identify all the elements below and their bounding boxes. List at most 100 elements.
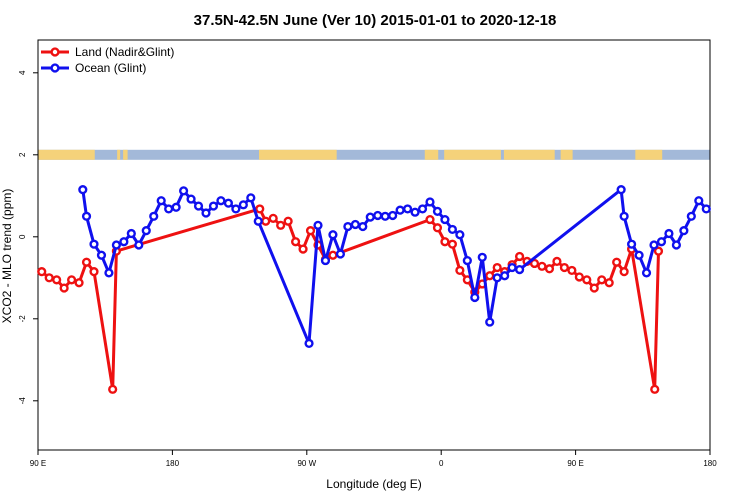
land-band <box>444 149 501 160</box>
data-point <box>514 265 525 275</box>
data-point <box>365 212 375 222</box>
data-point <box>432 206 443 216</box>
data-point <box>313 220 323 230</box>
data-point <box>507 262 517 273</box>
data-point <box>616 185 626 195</box>
legend-swatch-marker <box>50 47 60 57</box>
data-point <box>171 202 181 212</box>
data-point <box>597 275 607 285</box>
data-point <box>291 237 301 247</box>
data-point <box>447 239 458 249</box>
land-band <box>38 149 95 160</box>
legend: Land (Nadir&Glint) Ocean (Glint) <box>41 45 174 75</box>
data-point <box>447 224 458 235</box>
data-point <box>477 252 487 262</box>
data-point <box>186 194 196 204</box>
x-tick-label: 0 <box>439 459 444 468</box>
data-point <box>328 230 338 240</box>
land-band <box>424 149 439 160</box>
data-point <box>74 278 84 288</box>
data-point <box>268 213 278 223</box>
data-point <box>276 220 286 230</box>
data-point <box>350 219 360 230</box>
data-point <box>671 240 682 250</box>
data-point <box>156 196 166 206</box>
data-point <box>304 338 314 349</box>
data-point <box>149 211 159 221</box>
data-point <box>656 237 667 247</box>
series-1 <box>78 185 711 349</box>
x-tick-label: 180 <box>703 459 717 468</box>
series-0 <box>37 204 664 394</box>
data-point <box>619 267 629 277</box>
data-point <box>492 262 502 273</box>
data-point <box>574 272 584 282</box>
x-tick-label: 180 <box>166 459 180 468</box>
data-point <box>634 250 644 260</box>
data-point <box>246 193 256 203</box>
series-group <box>37 185 711 394</box>
data-point <box>255 204 265 214</box>
data-point <box>650 384 660 394</box>
data-point <box>96 250 107 260</box>
data-point <box>552 256 562 267</box>
data-point <box>604 278 614 288</box>
data-point <box>626 239 637 249</box>
data-point <box>653 246 664 256</box>
data-point <box>410 207 420 217</box>
data-point <box>455 265 465 276</box>
x-tick-label: 90 W <box>297 459 316 468</box>
data-point <box>417 204 428 214</box>
data-point <box>37 267 47 277</box>
data-point <box>514 251 525 262</box>
data-point <box>380 211 390 221</box>
data-point <box>686 211 696 221</box>
data-point <box>179 186 189 196</box>
data-point <box>403 204 413 214</box>
data-point <box>81 211 92 221</box>
data-point <box>52 275 62 285</box>
data-point <box>649 240 659 250</box>
land-band <box>117 149 121 160</box>
y-tick-label: -4 <box>18 397 27 405</box>
data-point <box>388 210 398 221</box>
data-point <box>261 216 271 226</box>
data-point <box>253 216 263 226</box>
land-band <box>503 149 555 160</box>
data-point <box>358 221 368 232</box>
data-point <box>425 214 435 225</box>
y-tick-label: 4 <box>18 70 27 75</box>
data-point <box>537 261 547 271</box>
data-point <box>108 384 118 394</box>
data-point <box>641 268 652 278</box>
data-point <box>567 265 577 276</box>
ocean-band <box>38 149 710 160</box>
data-point <box>589 283 599 293</box>
data-point <box>305 226 316 236</box>
data-point <box>283 216 293 226</box>
data-point <box>544 264 555 274</box>
data-point <box>679 226 689 236</box>
chart-title: 37.5N-42.5N June (Ver 10) 2015-01-01 to … <box>194 12 557 29</box>
data-point <box>141 226 151 236</box>
data-point <box>440 237 450 247</box>
data-point <box>298 244 308 254</box>
data-point <box>81 257 92 267</box>
data-point <box>485 317 495 327</box>
data-point <box>694 196 704 206</box>
data-point <box>216 196 226 206</box>
data-point <box>238 200 248 210</box>
data-point <box>201 208 211 218</box>
data-point <box>208 201 219 211</box>
data-point <box>619 211 629 221</box>
data-point <box>425 197 435 207</box>
data-point <box>664 228 674 239</box>
legend-swatch-marker <box>50 63 60 73</box>
data-point <box>59 283 69 293</box>
axes: 90 E 180 90 W 0 90 E 180 -4 -2 0 2 4 <box>18 70 717 468</box>
data-point <box>432 223 443 233</box>
data-point <box>373 210 383 221</box>
data-point <box>164 204 174 214</box>
data-point <box>701 204 711 214</box>
